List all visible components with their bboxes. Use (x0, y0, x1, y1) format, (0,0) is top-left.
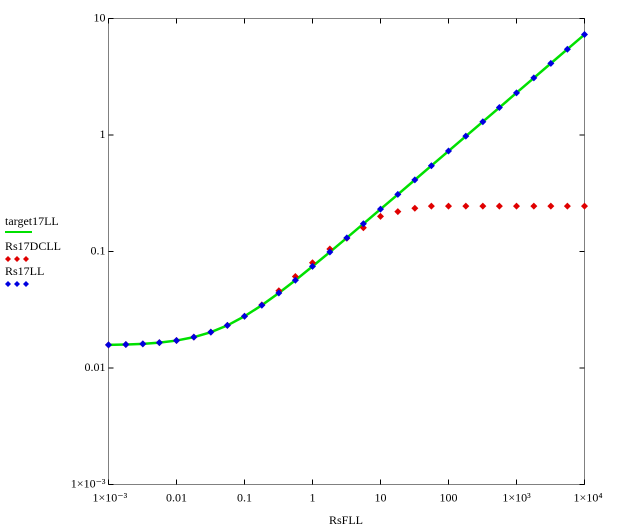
point (258, 301, 266, 309)
point (377, 212, 384, 220)
point (359, 220, 367, 228)
point (547, 202, 555, 210)
x-tick-label: 10 (375, 490, 387, 504)
point (563, 45, 571, 53)
y-tick-label: 10 (94, 10, 106, 24)
point (223, 321, 231, 329)
x-tick-label: 1×10⁴ (574, 490, 603, 504)
point (394, 208, 402, 216)
point (275, 289, 283, 297)
point (495, 104, 503, 112)
y-tick-label: 1 (100, 127, 106, 141)
point (563, 202, 571, 210)
point (462, 202, 470, 210)
point (427, 162, 435, 170)
point (309, 259, 316, 267)
point (190, 333, 198, 341)
plot-frame (108, 18, 585, 485)
legend-swatch (5, 281, 11, 287)
x-tick-label: 1×10⁻³ (93, 490, 128, 504)
point (445, 202, 452, 210)
x-tick-label: 1 (310, 490, 316, 504)
point (291, 276, 299, 284)
legend-label: target17LL (5, 214, 59, 228)
point (105, 341, 112, 349)
y-tick-label: 0.01 (85, 360, 106, 374)
point (309, 262, 316, 270)
point (495, 202, 503, 210)
legend-swatch (14, 281, 20, 287)
point (513, 202, 520, 210)
point (359, 224, 367, 232)
point (513, 89, 520, 97)
point (427, 202, 435, 210)
legend-label: Rs17DCLL (5, 239, 61, 253)
point (462, 132, 470, 140)
point (377, 205, 384, 213)
point (122, 341, 130, 349)
legend-swatch (23, 256, 29, 262)
point (343, 234, 351, 242)
point (581, 202, 588, 210)
legend-swatch (5, 256, 11, 262)
legend-swatch (23, 281, 29, 287)
legend-swatch (14, 256, 20, 262)
y-tick-label: 1×10⁻³ (71, 476, 106, 490)
x-tick-label: 0.1 (237, 490, 252, 504)
point (155, 339, 163, 347)
x-tick-label: 0.01 (166, 490, 187, 504)
point (479, 202, 487, 210)
x-tick-label: 100 (440, 490, 458, 504)
x-tick-label: 1×10³ (502, 490, 531, 504)
series-line (108, 33, 586, 347)
legend-label: Rs17LL (5, 264, 44, 278)
point (530, 74, 538, 82)
point (445, 147, 452, 155)
point (581, 31, 588, 39)
point (479, 118, 487, 126)
point (291, 273, 299, 281)
point (411, 204, 419, 212)
point (241, 312, 248, 320)
point (547, 59, 555, 67)
point (207, 328, 215, 336)
point (411, 176, 419, 184)
point (394, 190, 402, 198)
point (530, 202, 538, 210)
point (326, 248, 334, 256)
y-tick-label: 0.1 (91, 243, 106, 257)
point (139, 340, 147, 348)
x-axis-label: RsFLL (329, 513, 363, 527)
point (173, 337, 180, 345)
